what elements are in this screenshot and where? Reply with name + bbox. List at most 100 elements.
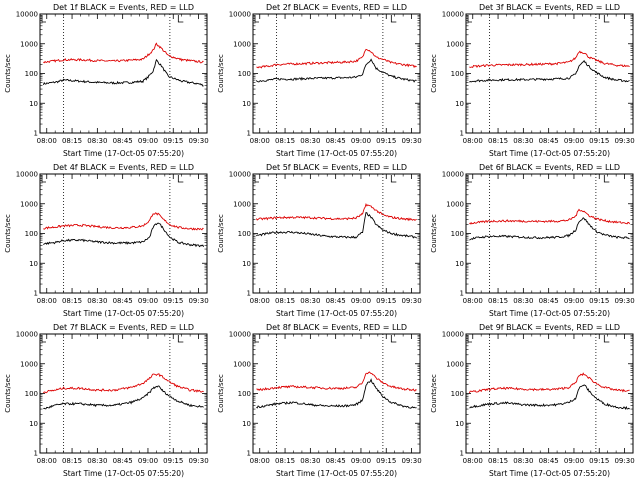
y-tick-label: 100	[451, 70, 464, 78]
y-tick-label: 100	[238, 390, 251, 398]
detector-panel: Det 2f BLACK = Events, RED = LLD Counts/s…	[217, 3, 422, 158]
y-axis-label: Counts/sec	[430, 374, 438, 413]
series-events-line	[43, 222, 205, 248]
y-axis-label: Counts/sec	[217, 214, 225, 253]
y-tick-label: 1	[460, 130, 464, 138]
x-axis-label: Start Time (17-Oct-05 07:55:20)	[276, 149, 397, 158]
y-tick-label: 10	[455, 100, 464, 108]
detector-panel: Det 4f BLACK = Events, RED = LLD Counts/s…	[4, 163, 209, 318]
y-tick-label: 10000	[16, 11, 38, 19]
y-tick-label: 1000	[233, 40, 251, 48]
series-lld-line	[43, 373, 204, 394]
y-tick-label: 1	[34, 290, 38, 298]
x-tick-label: 09:30	[401, 137, 421, 145]
start-bracket-marker	[467, 335, 472, 343]
x-tick-label: 08:00	[37, 137, 57, 145]
plot-frame	[39, 333, 208, 454]
start-bracket-marker	[467, 175, 472, 183]
x-tick-label: 08:00	[250, 137, 270, 145]
x-tick-label: 08:15	[275, 457, 295, 465]
x-axis-label: Start Time (17-Oct-05 07:55:20)	[276, 309, 397, 318]
y-tick-label: 1000	[233, 360, 251, 368]
x-axis-label: Start Time (17-Oct-05 07:55:20)	[489, 309, 610, 318]
x-tick-label: 08:45	[539, 137, 559, 145]
x-tick-label: 09:15	[376, 297, 396, 305]
y-tick-label: 10000	[442, 331, 464, 339]
x-tick-label: 08:00	[463, 297, 483, 305]
x-tick-label: 09:15	[163, 137, 183, 145]
x-tick-label: 09:00	[138, 457, 158, 465]
x-tick-label: 09:15	[589, 137, 609, 145]
x-tick-label: 08:30	[87, 137, 107, 145]
x-tick-label: 09:00	[351, 457, 371, 465]
y-tick-label: 10	[455, 420, 464, 428]
y-tick-label: 1000	[233, 200, 251, 208]
x-tick-label: 08:45	[113, 137, 133, 145]
x-tick-label: 08:45	[539, 297, 559, 305]
top-bracket-marker	[603, 175, 610, 183]
top-bracket-marker	[603, 335, 610, 343]
detector-panel: Det 9f BLACK = Events, RED = LLD Counts/s…	[430, 323, 635, 478]
x-tick-label: 09:00	[351, 297, 371, 305]
y-tick-label: 1	[34, 450, 38, 458]
chart-title: Det 9f BLACK = Events, RED = LLD	[479, 323, 620, 332]
y-axis-label: Counts/sec	[4, 54, 12, 93]
start-bracket-marker	[254, 15, 259, 23]
y-tick-label: 100	[238, 70, 251, 78]
x-tick-label: 09:00	[564, 457, 584, 465]
top-bracket-marker	[177, 15, 184, 23]
x-tick-label: 08:15	[62, 457, 82, 465]
start-bracket-marker	[41, 335, 46, 343]
x-tick-label: 09:15	[163, 297, 183, 305]
chart-title: Det 8f BLACK = Events, RED = LLD	[266, 323, 407, 332]
y-tick-label: 10	[29, 260, 38, 268]
plot-frame	[39, 13, 208, 134]
y-tick-label: 100	[451, 230, 464, 238]
y-tick-label: 10000	[229, 11, 251, 19]
x-tick-label: 08:30	[300, 457, 320, 465]
x-tick-label: 08:30	[513, 137, 533, 145]
x-tick-label: 08:45	[326, 137, 346, 145]
x-axis-label: Start Time (17-Oct-05 07:55:20)	[489, 149, 610, 158]
y-axis-label: Counts/sec	[4, 214, 12, 253]
detector-panel: Det 3f BLACK = Events, RED = LLD Counts/s…	[430, 3, 635, 158]
x-tick-label: 08:15	[62, 137, 82, 145]
x-tick-label: 08:00	[463, 457, 483, 465]
y-tick-label: 1	[247, 130, 251, 138]
y-axis-label: Counts/sec	[4, 374, 12, 413]
plot-frame	[465, 333, 634, 454]
y-tick-label: 10	[242, 420, 251, 428]
x-tick-label: 09:00	[138, 137, 158, 145]
chart-title: Det 3f BLACK = Events, RED = LLD	[479, 3, 620, 12]
plot-frame	[465, 173, 634, 294]
start-bracket-marker	[41, 15, 46, 23]
x-tick-label: 08:15	[275, 297, 295, 305]
y-tick-label: 10000	[442, 171, 464, 179]
x-tick-label: 08:15	[62, 297, 82, 305]
x-tick-label: 09:15	[163, 457, 183, 465]
series-lld-line	[469, 50, 630, 69]
y-axis-label: Counts/sec	[430, 214, 438, 253]
y-tick-label: 100	[25, 230, 38, 238]
series-lld-line	[43, 212, 204, 231]
top-bracket-marker	[390, 15, 397, 23]
x-tick-label: 08:00	[37, 297, 57, 305]
x-tick-label: 08:15	[275, 137, 295, 145]
y-tick-label: 10	[29, 420, 38, 428]
x-tick-label: 09:30	[614, 137, 634, 145]
x-tick-label: 08:00	[250, 457, 270, 465]
y-tick-label: 10000	[16, 171, 38, 179]
series-lld-line	[256, 203, 417, 222]
x-tick-label: 08:45	[539, 457, 559, 465]
y-axis-label: Counts/sec	[217, 54, 225, 93]
start-bracket-marker	[254, 335, 259, 343]
x-tick-label: 09:00	[138, 297, 158, 305]
x-tick-label: 09:30	[188, 137, 208, 145]
chart-title: Det 2f BLACK = Events, RED = LLD	[266, 3, 407, 12]
series-lld-line	[469, 208, 630, 225]
y-tick-label: 1	[460, 290, 464, 298]
plot-frame	[252, 173, 421, 294]
x-axis-label: Start Time (17-Oct-05 07:55:20)	[63, 469, 184, 478]
x-tick-label: 08:45	[113, 457, 133, 465]
plot-frame	[39, 173, 208, 294]
